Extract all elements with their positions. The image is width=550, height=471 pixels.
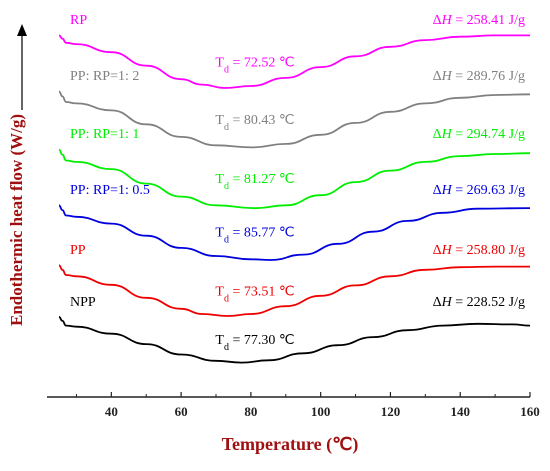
x-tick-label: 80: [244, 404, 257, 419]
td-label-pp-rp-1-0-5: Td = 85.77 ℃: [215, 226, 294, 246]
td-label-pp-rp-1-2: Td = 80.43 ℃: [215, 113, 294, 132]
series-label-pp-rp-1-1: PP: RP=1: 1: [70, 127, 139, 142]
td-label-rp: Td = 72.52 ℃: [215, 56, 294, 76]
dh-label-npp: ΔH = 228.52 J/g: [433, 295, 525, 310]
series-label-pp-rp-1-0-5: PP: RP=1: 0.5: [70, 183, 150, 198]
series-line-pp-rp-1-2: [58, 90, 531, 149]
td-label-npp: Td = 77.30 ℃: [215, 333, 294, 353]
x-tick-label: 120: [381, 404, 401, 419]
series-line-rp: [58, 34, 530, 89]
x-tick-label: 140: [450, 404, 470, 419]
series-label-pp: PP: [70, 243, 86, 258]
series-label-rp: RP: [70, 13, 87, 28]
x-tick-label: 100: [311, 404, 331, 419]
td-label-pp: Td = 73.51 ℃: [215, 284, 294, 304]
dh-label-pp-rp-1-2: ΔH = 289.76 J/g: [433, 69, 525, 84]
series-line-pp-rp-1-1: [58, 148, 531, 210]
dh-label-rp: ΔH = 258.41 J/g: [433, 13, 525, 28]
y-axis-title: Endothermic heat flow (W/g): [7, 114, 26, 326]
series-line-npp: [58, 316, 531, 364]
td-label-pp-rp-1-1: Td = 81.27 ℃: [215, 172, 294, 192]
dh-label-pp-rp-1-0-5: ΔH = 269.63 J/g: [433, 183, 525, 198]
dh-label-pp-rp-1-1: ΔH = 294.74 J/g: [433, 127, 525, 142]
x-tick-label: 60: [175, 404, 188, 419]
series-line-pp: [58, 264, 530, 317]
x-tick-label: 40: [105, 404, 118, 419]
series-label-npp: NPP: [70, 295, 96, 310]
plot-area: RP Td = 72.52 ℃ ΔH = 258.41 J/g PP: RP=1: 2…: [58, 13, 531, 364]
series-label-pp-rp-1-2: PP: RP=1: 2: [70, 69, 139, 84]
series-line-pp-rp-1-0-5: [58, 204, 531, 261]
x-tick-label: 160: [520, 404, 540, 419]
y-axis-arrow: [17, 24, 27, 110]
dh-label-pp: ΔH = 258.80 J/g: [433, 243, 525, 258]
x-ticks: 40 60 80 100 120 140 160: [75, 392, 540, 419]
x-axis-title: Temperature (℃): [222, 434, 359, 455]
